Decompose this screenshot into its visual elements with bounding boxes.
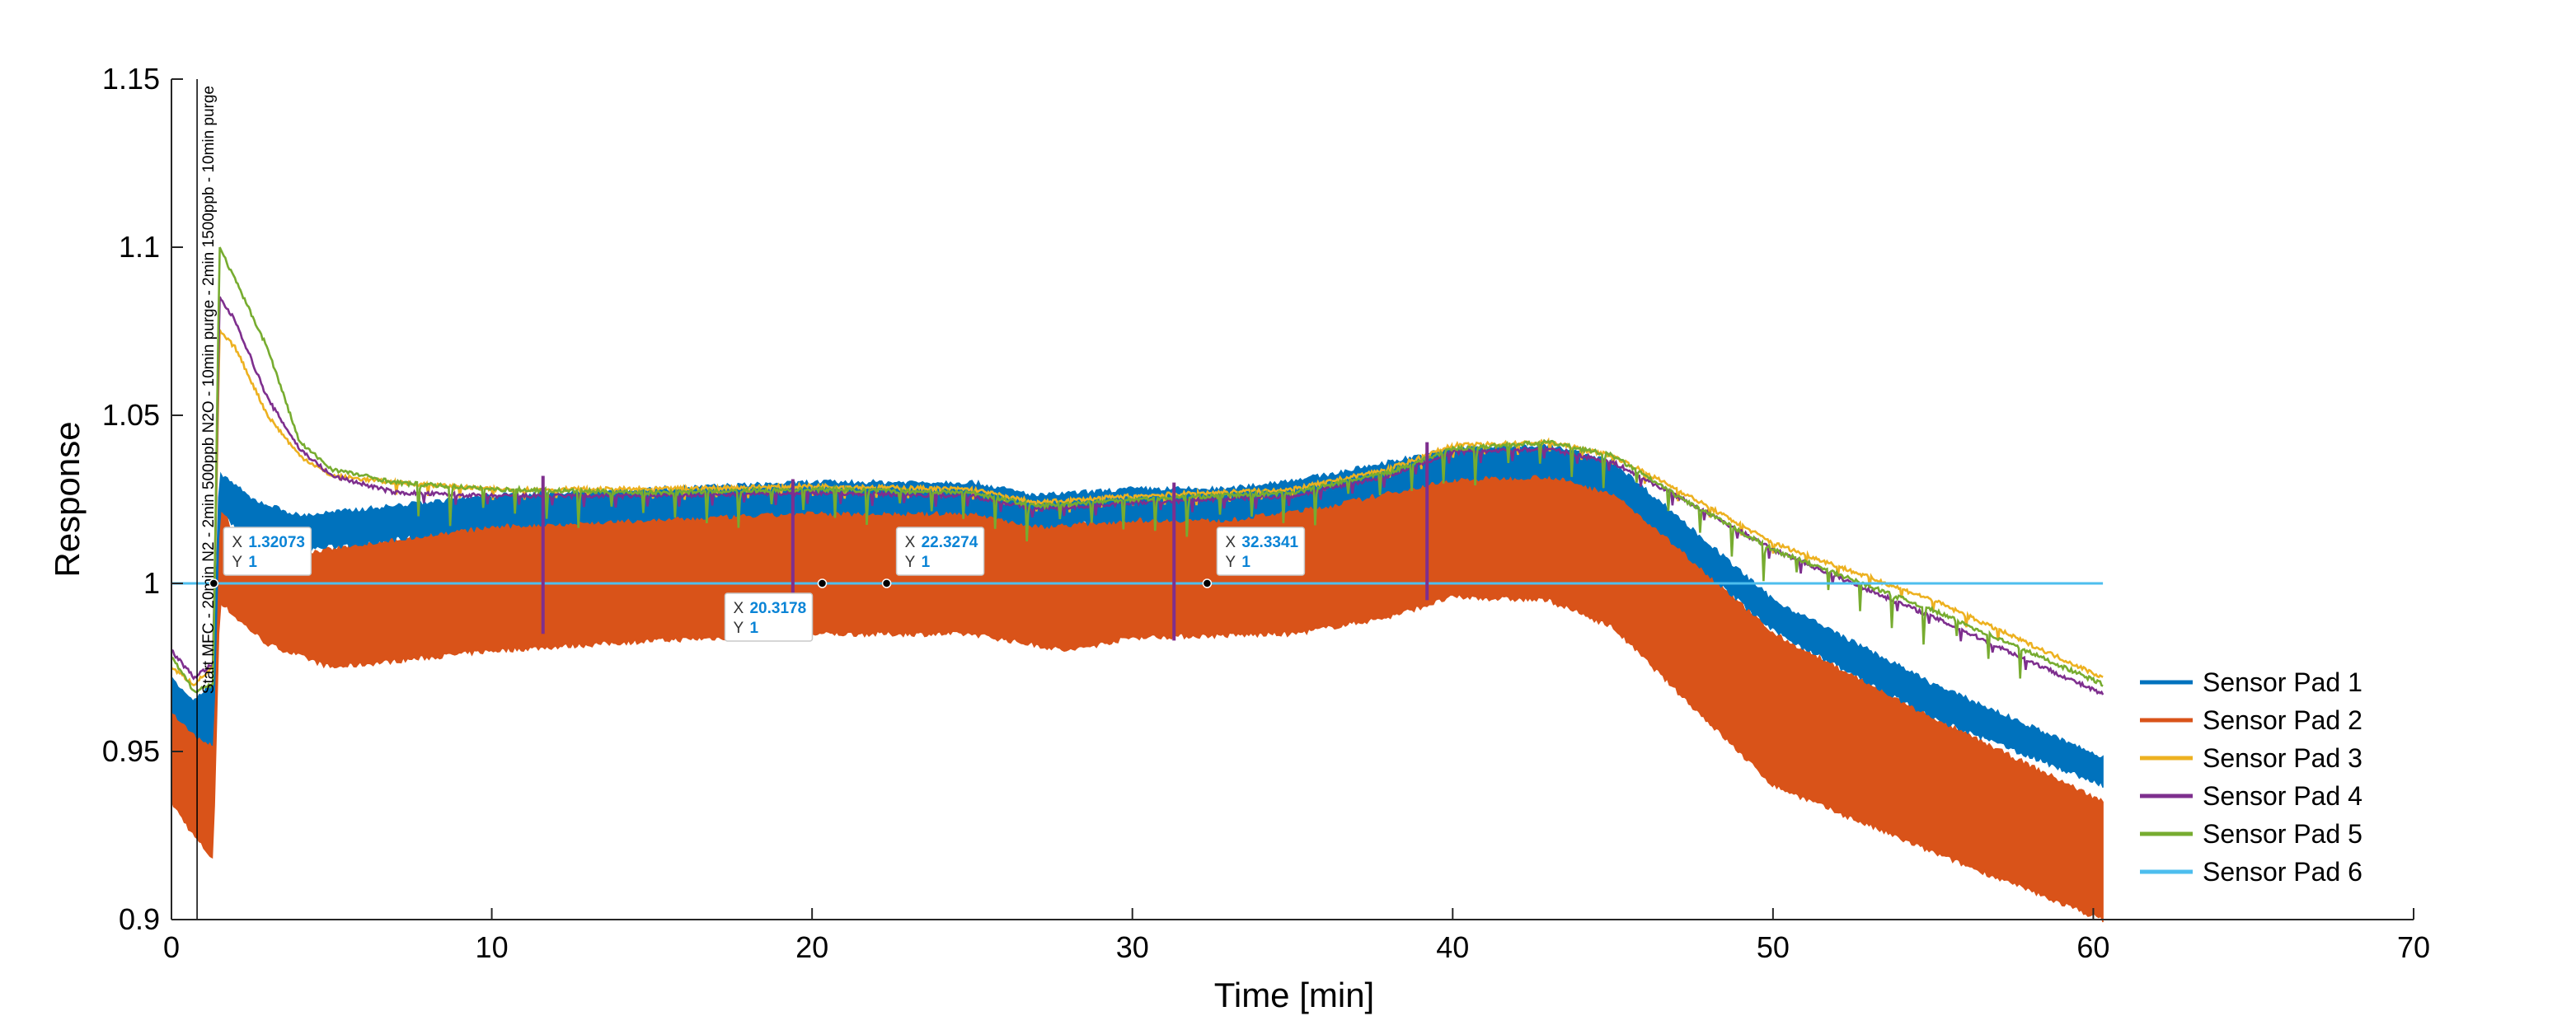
datatip-x-value: 1.32073 (248, 534, 305, 551)
y-tick-label: 1.15 (102, 62, 160, 96)
legend-item-sensor-pad-1: Sensor Pad 1 (2140, 667, 2363, 697)
legend-label: Sensor Pad 4 (2203, 781, 2363, 811)
datatip-y-value: 1 (248, 554, 257, 571)
plot-area (171, 246, 2104, 923)
y-tick-label: 1.1 (119, 230, 160, 264)
x-axis-title: Time [min] (1214, 976, 1374, 1014)
legend-item-sensor-pad-2: Sensor Pad 2 (2140, 705, 2363, 735)
legend-item-sensor-pad-4: Sensor Pad 4 (2140, 781, 2363, 811)
datatip-x-key: X (905, 534, 916, 551)
datatip-x-value: 22.3274 (922, 534, 978, 551)
y-tick-label: 1 (143, 566, 160, 600)
legend-label: Sensor Pad 1 (2203, 667, 2363, 697)
datatip-y-key: Y (905, 554, 916, 571)
x-tick-label: 70 (2397, 930, 2430, 964)
datatip-y-value: 1 (749, 620, 758, 637)
legend-label: Sensor Pad 5 (2203, 819, 2363, 849)
x-tick-label: 10 (476, 930, 509, 964)
y-tick-label: 0.9 (119, 902, 160, 936)
legend-label: Sensor Pad 3 (2203, 743, 2363, 773)
legend: Sensor Pad 1 Sensor Pad 2 Sensor Pad 3 Sens… (2140, 667, 2363, 887)
series-sensor-pad-5 (171, 246, 2104, 694)
datatip-box (1216, 527, 1306, 576)
x-tick-label: 40 (1436, 930, 1469, 964)
datatip-x-key: X (733, 600, 744, 617)
series-sensor-pad-5-line (171, 246, 2104, 694)
datatip-1: X 1.32073 Y 1 (209, 527, 312, 588)
datatip-marker (209, 578, 219, 588)
series-sensor-pad-1 (171, 442, 2104, 788)
datatip-y-key: Y (232, 554, 242, 571)
datatip-box (895, 527, 985, 576)
x-tick-label: 60 (2076, 930, 2109, 964)
y-tick-label: 1.05 (102, 398, 160, 432)
annotation-text: Start MFC - 20min N2 - 2min 500ppb N2O -… (200, 86, 218, 694)
legend-item-sensor-pad-3: Sensor Pad 3 (2140, 743, 2363, 773)
datatip-4: X 32.3341 Y 1 (1202, 527, 1306, 588)
legend-label: Sensor Pad 2 (2203, 705, 2363, 735)
legend-label: Sensor Pad 6 (2203, 857, 2363, 887)
datatip-marker (881, 578, 892, 588)
axes: 0 10 20 30 40 50 60 70 0.9 0.95 1 1.05 1.1 1.15 (102, 62, 2430, 964)
datatip-y-key: Y (1225, 554, 1236, 571)
datatip-y-value: 1 (1241, 554, 1250, 571)
datatip-x-value: 32.3341 (1241, 534, 1298, 551)
datatip-x-value: 20.3178 (749, 600, 806, 617)
x-tick-label: 50 (1757, 930, 1790, 964)
legend-item-sensor-pad-5: Sensor Pad 5 (2140, 819, 2363, 849)
datatip-y-value: 1 (922, 554, 931, 571)
x-tick-label: 0 (163, 930, 180, 964)
datatip-3: X 22.3274 Y 1 (881, 527, 985, 588)
datatip-2: X 20.3178 Y 1 (724, 578, 828, 642)
datatip-y-key: Y (733, 620, 744, 637)
datatip-box (223, 527, 312, 576)
series-sensor-pad-1-band (171, 442, 2104, 788)
annotation-layer: Start MFC - 20min N2 - 2min 500ppb N2O -… (196, 79, 218, 920)
datatip-marker (1202, 578, 1213, 588)
datatip-box (724, 592, 814, 642)
x-tick-label: 20 (795, 930, 828, 964)
datatip-marker (817, 578, 828, 588)
y-axis-title: Response (48, 421, 87, 577)
x-tick-label: 30 (1116, 930, 1149, 964)
legend-item-sensor-pad-6: Sensor Pad 6 (2140, 857, 2363, 887)
datatip-x-key: X (232, 534, 242, 551)
datatip-x-key: X (1225, 534, 1236, 551)
y-tick-label: 0.95 (102, 734, 160, 768)
